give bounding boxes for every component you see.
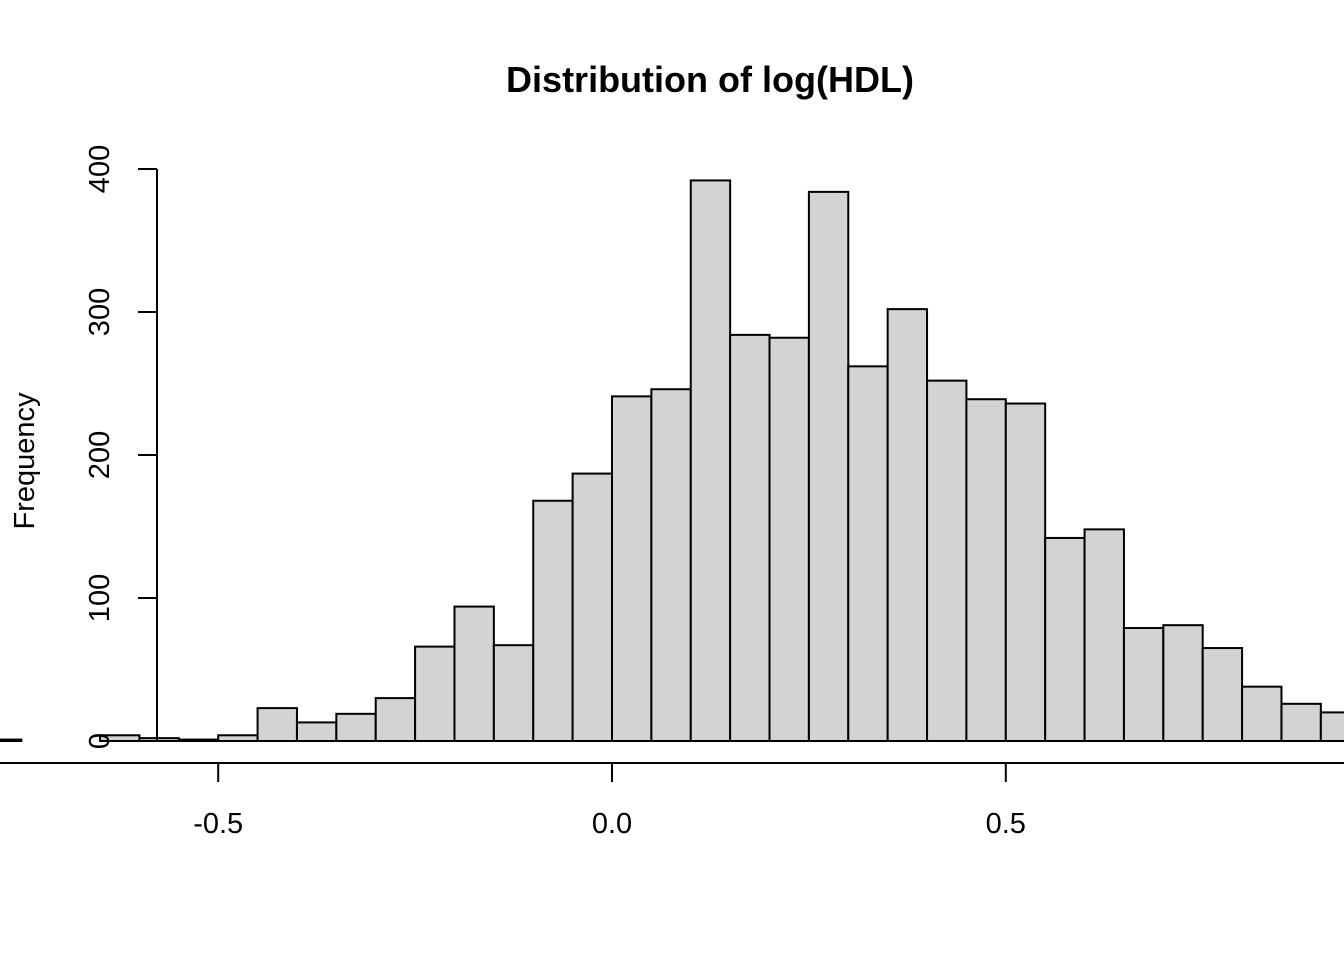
histogram-bar [650,388,692,742]
y-tick-label: 200 [84,431,116,479]
bars-group [0,179,1344,743]
histogram-bar [1201,647,1244,742]
histogram-bar [492,644,535,742]
histogram-bar [1044,536,1086,742]
y-axis: 0 100 200 300 400 [84,145,158,749]
histogram-bar [847,365,889,742]
histogram-bar [1162,624,1204,742]
y-tick-label: 100 [84,574,116,622]
histogram-bar [1319,711,1344,743]
histogram-bar [611,395,653,742]
y-tick-label: 400 [84,145,116,193]
histogram-bar [965,398,1007,742]
histogram-bar [335,712,377,743]
histogram-bar [0,738,23,743]
histogram-bar [414,645,456,742]
histogram-bar [1004,402,1047,742]
histogram-bar [374,697,417,742]
histogram-bar [177,738,220,743]
x-axis: -1.0-0.50.00.51.01.5 [0,762,1344,840]
y-tick-label: 0 [84,733,116,749]
histogram-bar [1241,685,1283,742]
x-tick-label: 0.0 [592,808,632,840]
histogram-bar [729,333,771,742]
x-tick-label: 0.5 [986,808,1026,840]
histogram-bar [532,499,574,743]
y-tick-label: 300 [84,288,116,336]
histogram-bar [295,721,338,742]
histogram-bar [1280,702,1322,743]
histogram-bar [1122,627,1165,743]
histogram-bar [1083,528,1125,742]
x-tick-label: -0.5 [193,808,243,840]
histogram-bar [217,734,259,743]
histogram-bar [768,336,810,742]
y-axis-label: Frequency [9,392,41,530]
histogram-bar [807,190,850,742]
histogram-bar [571,472,613,742]
histogram-bar [926,379,968,742]
histogram-bar [256,707,298,742]
histogram-bar [689,179,732,742]
chart-title: Distribution of log(HDL) [506,59,914,100]
histogram-bar [453,605,495,743]
histogram-bar [886,308,929,742]
